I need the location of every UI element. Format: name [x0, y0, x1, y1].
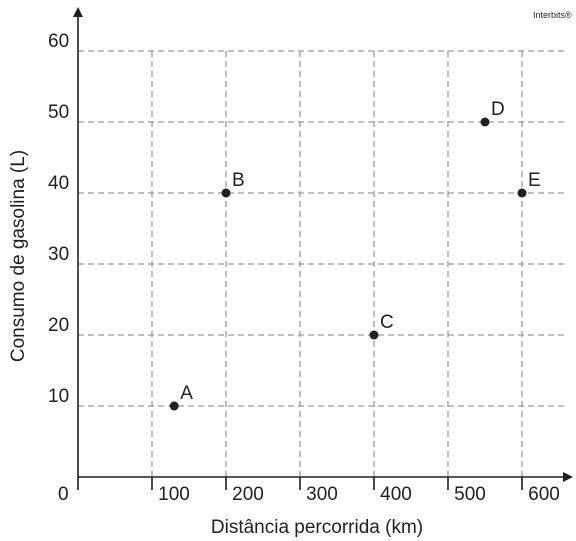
data-point-a: A	[169, 383, 193, 411]
point-marker-d	[480, 117, 490, 127]
data-point-c: C	[369, 312, 394, 340]
x-axis-title: Distância percorrida (km)	[211, 517, 423, 538]
axes	[73, 7, 573, 490]
x-tick-label-600: 600	[528, 484, 560, 505]
credit-text: Interbits®	[533, 10, 572, 20]
y-tick-label-20: 20	[48, 315, 69, 336]
point-marker-b	[221, 188, 231, 198]
x-tick-label-300: 300	[306, 484, 338, 505]
origin-label: 0	[58, 484, 69, 505]
data-point-e: E	[517, 170, 541, 198]
tick-labels: 100 200 300 400 500 600 10 20 30 40 50 60	[48, 31, 560, 505]
y-axis-title: Consumo de gasolina (L)	[8, 150, 29, 362]
point-label-d: D	[491, 99, 505, 120]
data-point-b: B	[221, 170, 245, 198]
y-tick-label-10: 10	[48, 386, 69, 407]
y-tick-label-50: 50	[48, 102, 69, 123]
y-tick-label-60: 60	[48, 31, 69, 52]
point-label-c: C	[380, 312, 394, 333]
grid-lines	[78, 50, 567, 477]
x-tick-label-500: 500	[454, 484, 486, 505]
point-label-b: B	[232, 170, 245, 191]
point-label-a: A	[180, 383, 193, 404]
x-tick-label-100: 100	[158, 484, 190, 505]
x-tick-label-200: 200	[232, 484, 264, 505]
point-marker-c	[369, 330, 379, 340]
y-tick-label-30: 30	[48, 244, 69, 265]
data-points: A B C D E	[169, 99, 541, 411]
y-tick-label-40: 40	[48, 173, 69, 194]
point-marker-a	[169, 401, 179, 411]
point-marker-e	[517, 188, 527, 198]
point-label-e: E	[528, 170, 541, 191]
data-point-d: D	[480, 99, 505, 127]
x-tick-label-400: 400	[380, 484, 412, 505]
